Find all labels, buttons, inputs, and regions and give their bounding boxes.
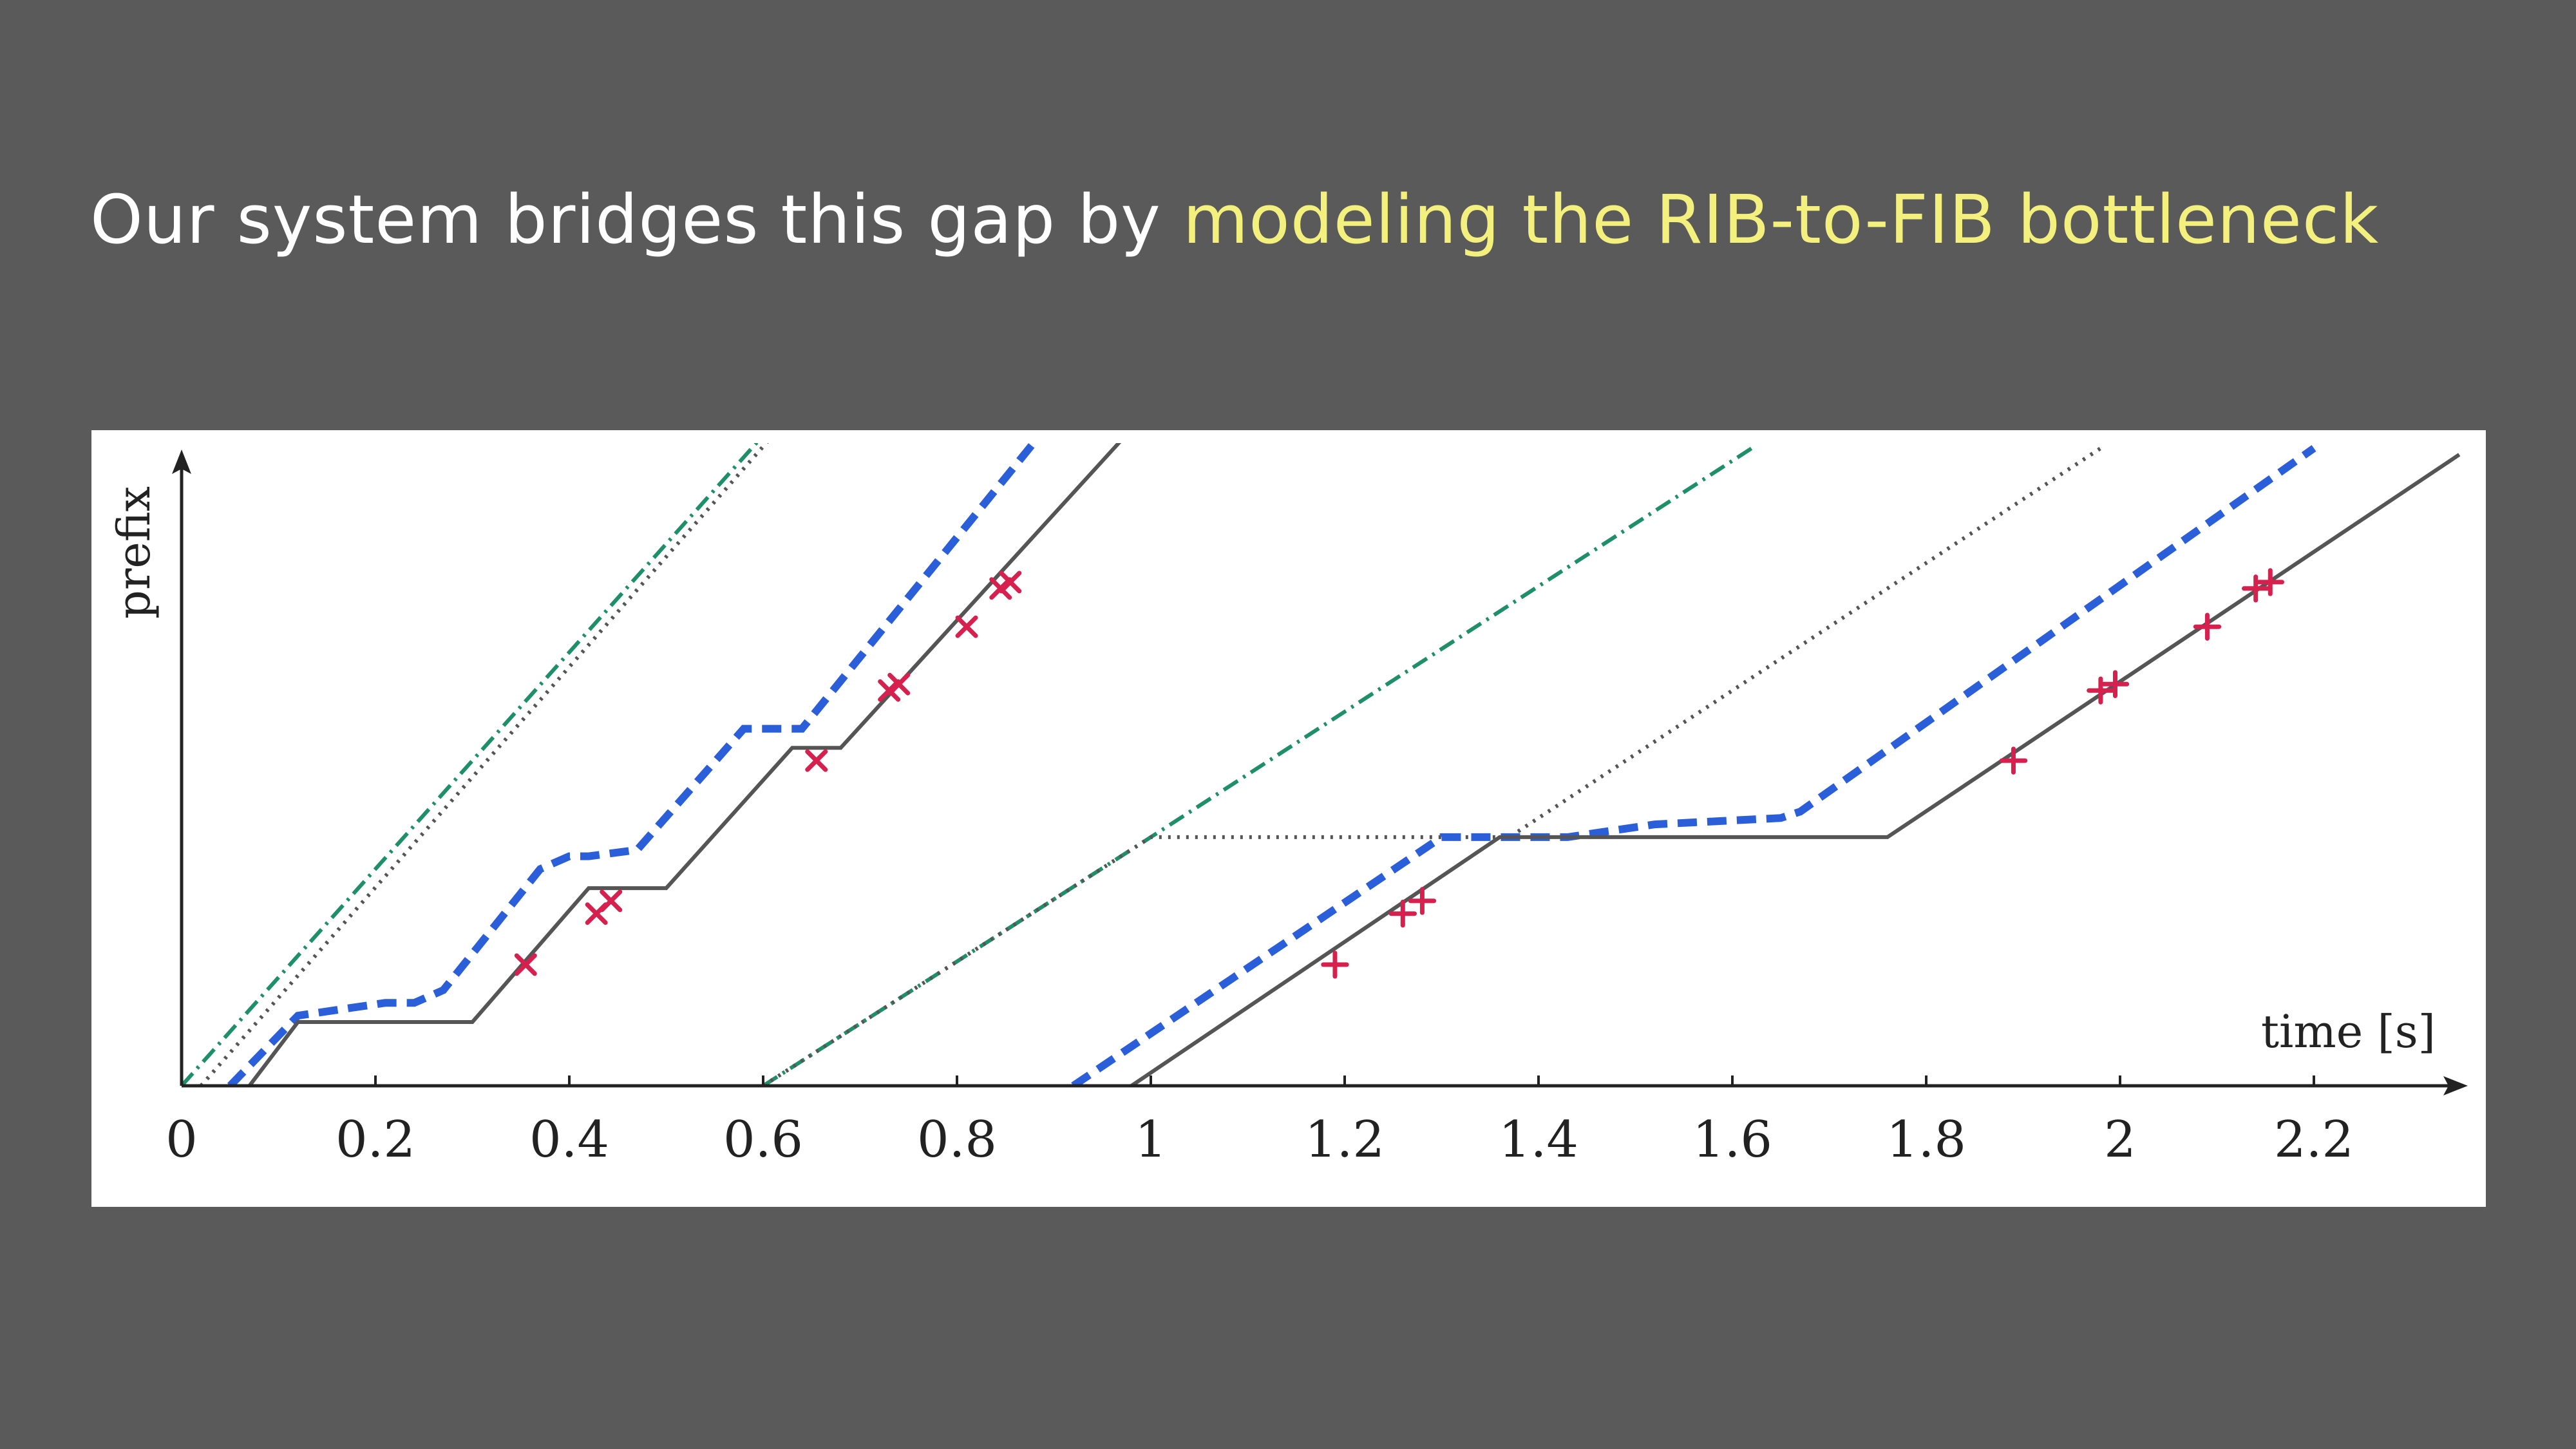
y-axis-arrow-icon <box>172 450 191 474</box>
series-line-7 <box>1071 445 2316 1087</box>
x-tick-label: 1.2 <box>1305 1111 1385 1169</box>
x-tick-layer: 0 0.2 0.4 0.6 0.8 1 1.2 1.4 1.6 1.8 2 2.2 <box>166 1075 2354 1169</box>
plus-marker <box>2256 568 2284 596</box>
x-tick-label: 1.4 <box>1499 1111 1578 1169</box>
series-line-3 <box>227 443 1038 1087</box>
x-marker <box>989 577 1012 600</box>
x-tick-label: 0 <box>166 1111 198 1169</box>
x-marker <box>805 749 828 772</box>
marker-layer <box>514 568 2284 979</box>
x-axis-arrow-icon <box>2443 1076 2468 1095</box>
x-marker <box>878 679 901 702</box>
plus-marker <box>1408 887 1437 915</box>
x-marker <box>600 889 623 913</box>
plus-marker <box>2193 612 2222 641</box>
plus-marker <box>1388 900 1417 928</box>
series-line-6 <box>762 446 2102 1087</box>
series-line-1 <box>180 443 759 1087</box>
plus-marker <box>2087 676 2115 705</box>
series-line-2 <box>199 443 769 1087</box>
x-marker <box>514 953 537 976</box>
series-line-4 <box>247 443 1122 1087</box>
axis-layer: time [s] prefix <box>108 450 2468 1095</box>
x-marker <box>955 615 978 638</box>
x-marker <box>999 571 1022 594</box>
x-tick-label: 2 <box>2104 1111 2136 1169</box>
title-highlight-text: modeling the RIB-to-FIB bottleneck <box>1182 180 2380 259</box>
x-tick-label: 1.8 <box>1886 1111 1966 1169</box>
plus-marker <box>2101 670 2130 698</box>
x-tick-label: 1.6 <box>1692 1111 1772 1169</box>
plus-marker <box>2242 574 2270 603</box>
series-line-5 <box>762 446 1753 1087</box>
y-axis-label: prefix <box>108 486 160 619</box>
series-line-8 <box>1130 453 2461 1087</box>
slide-title: Our system bridges this gap by modeling … <box>90 180 2379 259</box>
chart-panel: time [s] prefix 0 0.2 0.4 0.6 0.8 1 1.2 1.4 1.6 1… <box>91 430 2486 1207</box>
x-tick-label: 2.2 <box>2274 1111 2354 1169</box>
x-tick-label: 1 <box>1135 1111 1167 1169</box>
x-marker <box>887 672 911 696</box>
x-tick-label: 0.4 <box>529 1111 609 1169</box>
title-plain-text: Our system bridges this gap by <box>90 180 1183 259</box>
x-tick-label: 0.8 <box>917 1111 997 1169</box>
x-tick-label: 0.2 <box>336 1111 415 1169</box>
x-tick-label: 0.6 <box>723 1111 803 1169</box>
x-axis-label: time [s] <box>2261 1005 2436 1058</box>
prefix-time-chart: time [s] prefix 0 0.2 0.4 0.6 0.8 1 1.2 1.4 1.6 1… <box>108 443 2468 1169</box>
plus-marker <box>1321 951 1349 979</box>
series-layer <box>180 443 2461 1087</box>
plus-marker <box>1999 746 2028 775</box>
